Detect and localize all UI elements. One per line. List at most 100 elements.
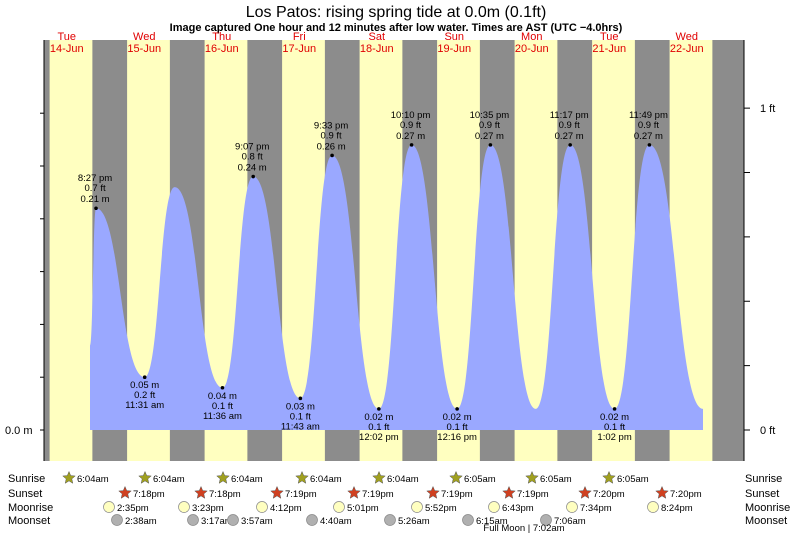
moonset-time: 3:57am xyxy=(241,516,273,527)
row-label-moonrise-right: Moonrise xyxy=(745,502,790,514)
low-m: 0.02 m xyxy=(364,412,393,423)
moonset-time: 6:15am xyxy=(476,516,508,527)
extreme-point xyxy=(647,143,652,147)
sunset-time: 7:19pm xyxy=(441,489,473,500)
high-m: 0.27 m xyxy=(555,131,584,142)
high-time: 11:17 pm xyxy=(550,110,589,121)
sunset-time: 7:20pm xyxy=(593,489,625,500)
moonset-time: 2:38am xyxy=(125,516,157,527)
sunset-time: 7:19pm xyxy=(285,489,317,500)
low-time: 11:43 am xyxy=(281,421,320,432)
moonrise-time: 2:35pm xyxy=(117,503,149,514)
moonrise-moon-icon xyxy=(411,501,423,513)
moonset-moon-icon xyxy=(384,514,396,526)
extreme-point xyxy=(220,385,225,390)
moonset-moon-icon xyxy=(111,514,123,526)
day-label-date: 18-Jun xyxy=(360,43,394,55)
day-label-weekday: Sun xyxy=(444,31,464,43)
day-night-bands xyxy=(44,40,744,461)
sunset-time: 7:19pm xyxy=(362,489,394,500)
day-label-weekday: Wed xyxy=(133,31,155,43)
high-ft: 0.9 ft xyxy=(638,120,659,131)
moonrise-time: 7:34pm xyxy=(580,503,612,514)
high-m: 0.27 m xyxy=(634,131,663,142)
sunrise-time: 6:04am xyxy=(387,474,419,485)
tide-area xyxy=(90,144,703,430)
y-right-label-0ft: 0 ft xyxy=(760,425,775,437)
moonset-moon-icon xyxy=(462,514,474,526)
row-label-sunrise-left: Sunrise xyxy=(8,473,45,485)
sunset-star-icon xyxy=(426,485,440,499)
high-m: 0.27 m xyxy=(396,131,425,142)
day-label-date: 16-Jun xyxy=(205,43,239,55)
sunrise-time: 6:04am xyxy=(153,474,185,485)
extreme-point xyxy=(330,153,334,158)
extreme-point xyxy=(298,396,303,401)
day-label-weekday: Tue xyxy=(57,31,76,43)
row-label-moonset-right: Moonset xyxy=(745,515,787,527)
moonrise-moon-icon xyxy=(103,501,115,513)
low-ft: 0.1 ft xyxy=(447,422,468,433)
low-ft: 0.1 ft xyxy=(368,422,389,433)
day-label-weekday: Wed xyxy=(676,31,698,43)
high-ft: 0.9 ft xyxy=(479,120,500,131)
day-label-date: 14-Jun xyxy=(50,43,84,55)
low-time: 12:02 pm xyxy=(359,432,399,443)
extreme-point xyxy=(251,174,255,179)
moonset-moon-icon xyxy=(227,514,239,526)
moonrise-time: 5:52pm xyxy=(425,503,457,514)
day-label-weekday: Sat xyxy=(368,31,385,43)
tide-curve xyxy=(90,144,703,430)
sunrise-time: 6:04am xyxy=(310,474,342,485)
high-time: 10:10 pm xyxy=(391,110,431,121)
high-ft: 0.7 ft xyxy=(84,183,105,194)
day-label-weekday: Fri xyxy=(293,31,306,43)
high-time: 9:33 pm xyxy=(314,120,348,131)
extreme-point xyxy=(142,375,147,380)
high-time: 11:49 pm xyxy=(629,110,668,121)
day-label-date: 22-Jun xyxy=(670,43,704,55)
sunset-star-icon xyxy=(502,485,516,499)
high-m: 0.26 m xyxy=(317,141,346,152)
sunrise-star-icon xyxy=(449,470,463,484)
high-ft: 0.9 ft xyxy=(321,130,342,141)
low-ft: 0.1 ft xyxy=(212,401,233,412)
sunrise-star-icon xyxy=(62,470,76,484)
low-time: 11:36 am xyxy=(203,411,242,422)
day-label-date: 17-Jun xyxy=(282,43,316,55)
moonset-time: 5:26am xyxy=(398,516,430,527)
low-m: 0.02 m xyxy=(600,412,629,423)
sunrise-time: 6:05am xyxy=(617,474,649,485)
sunset-time: 7:20pm xyxy=(670,489,702,500)
day-label-weekday: Mon xyxy=(521,31,542,43)
low-time: 12:16 pm xyxy=(437,432,477,443)
low-m: 0.03 m xyxy=(286,401,315,412)
row-label-sunset-right: Sunset xyxy=(745,488,779,500)
sunset-star-icon xyxy=(347,485,361,499)
sunrise-time: 6:04am xyxy=(231,474,263,485)
low-m: 0.02 m xyxy=(443,412,472,423)
sunrise-star-icon xyxy=(216,470,230,484)
extreme-point xyxy=(612,407,617,411)
daylight-band xyxy=(49,40,93,461)
sunset-star-icon xyxy=(578,485,592,499)
moonset-time: 7:06am xyxy=(554,516,586,527)
sunrise-time: 6:05am xyxy=(464,474,496,485)
moonset-moon-icon xyxy=(540,514,552,526)
moonrise-time: 3:23pm xyxy=(192,503,224,514)
day-labels: Tue14-JunWed15-JunThu16-JunFri17-JunSat1… xyxy=(50,31,704,55)
sunset-star-icon xyxy=(194,485,208,499)
sunset-star-icon xyxy=(118,485,132,499)
extreme-point xyxy=(568,143,572,147)
moonrise-moon-icon xyxy=(256,501,268,513)
moonrise-time: 8:24pm xyxy=(661,503,693,514)
chart-subtitle: Image captured One hour and 12 minutes a… xyxy=(170,22,623,34)
moonset-time: 4:40am xyxy=(320,516,352,527)
day-label-date: 19-Jun xyxy=(437,43,471,55)
high-time: 10:35 pm xyxy=(470,110,510,121)
moonset-moon-icon xyxy=(187,514,199,526)
low-ft: 0.1 ft xyxy=(290,411,311,422)
extreme-point xyxy=(377,407,381,411)
sunrise-star-icon xyxy=(372,470,386,484)
